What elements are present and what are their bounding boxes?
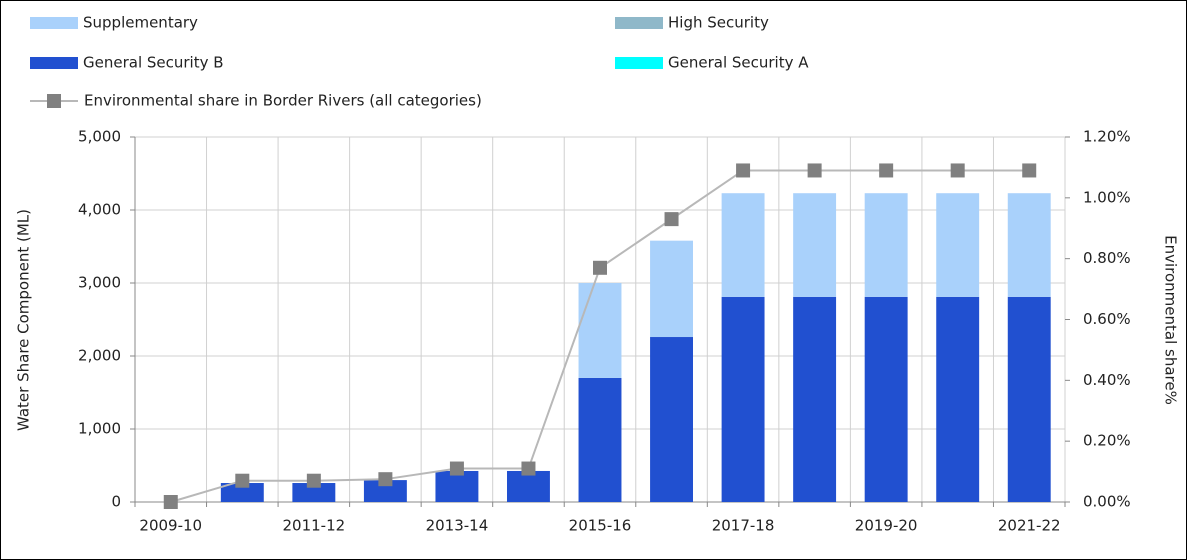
legend-label: General Security A	[668, 54, 809, 72]
bar-segment	[650, 337, 693, 502]
x-tick-label: 2009-10	[139, 517, 202, 535]
line-marker	[1022, 163, 1037, 178]
line-marker	[664, 212, 679, 227]
legend-label: General Security B	[83, 54, 224, 72]
bar-segment	[650, 240, 693, 338]
y2-tick-label: 1.20%	[1083, 128, 1131, 146]
bar-segment	[220, 483, 264, 502]
line-marker	[521, 461, 536, 476]
bar-segment	[864, 193, 908, 297]
legend-swatch	[30, 57, 78, 69]
bar-segment	[1007, 193, 1051, 297]
line-marker	[449, 461, 464, 476]
y-tick-label: 5,000	[78, 128, 121, 146]
x-tick-label: 2017-18	[712, 517, 775, 535]
y2-tick-label: 0.20%	[1083, 432, 1131, 450]
line-marker	[736, 163, 751, 178]
y2-tick-label: 0.60%	[1083, 310, 1131, 328]
legend-swatch	[615, 57, 663, 69]
legend-marker	[47, 94, 61, 108]
bar-segment	[578, 283, 622, 378]
y-tick-label: 3,000	[78, 274, 121, 292]
bar-segment	[292, 483, 336, 502]
bar-segment	[435, 470, 479, 502]
legend-label: Supplementary	[83, 14, 198, 32]
line-marker	[378, 472, 393, 487]
bar-segment	[578, 377, 622, 502]
line-marker	[306, 473, 321, 488]
legend-swatch	[615, 17, 663, 29]
x-tick-label: 2013-14	[426, 517, 489, 535]
line-marker	[879, 163, 894, 178]
bar-segment	[793, 193, 837, 297]
line-marker	[593, 260, 607, 275]
y2-tick-label: 0.00%	[1083, 493, 1131, 511]
bar-segment	[864, 296, 908, 502]
line-marker	[807, 163, 822, 178]
line-marker	[163, 495, 178, 509]
y-tick-label: 4,000	[78, 201, 121, 219]
bar-segment	[721, 193, 765, 297]
legend-label: Environmental share in Border Rivers (al…	[84, 92, 482, 110]
y-tick-label: 1,000	[78, 420, 121, 438]
y2-tick-label: 1.00%	[1083, 188, 1131, 206]
x-tick-label: 2021-22	[998, 517, 1061, 535]
bar-segment	[936, 296, 980, 502]
y-tick-label: 2,000	[78, 347, 121, 365]
line-marker	[235, 473, 250, 488]
bar-segment	[507, 470, 550, 502]
y2-tick-label: 0.80%	[1083, 249, 1131, 267]
bar-segment	[1007, 296, 1051, 502]
bar-segment	[363, 480, 407, 502]
bar-segment	[721, 296, 765, 502]
x-tick-label: 2011-12	[283, 517, 346, 535]
bar-segment	[793, 296, 837, 502]
y2-tick-label: 0.40%	[1083, 371, 1131, 389]
y-axis-title: Water Share Component (ML)	[15, 209, 33, 431]
bar-segment	[936, 193, 980, 297]
y-tick-label: 0	[111, 493, 121, 511]
x-tick-label: 2019-20	[855, 517, 918, 535]
legend-swatch	[30, 17, 78, 29]
line-marker	[950, 163, 965, 178]
y2-axis-title: Environmental share%	[1162, 235, 1180, 405]
x-tick-label: 2015-16	[569, 517, 632, 535]
legend-label: High Security	[668, 14, 769, 32]
